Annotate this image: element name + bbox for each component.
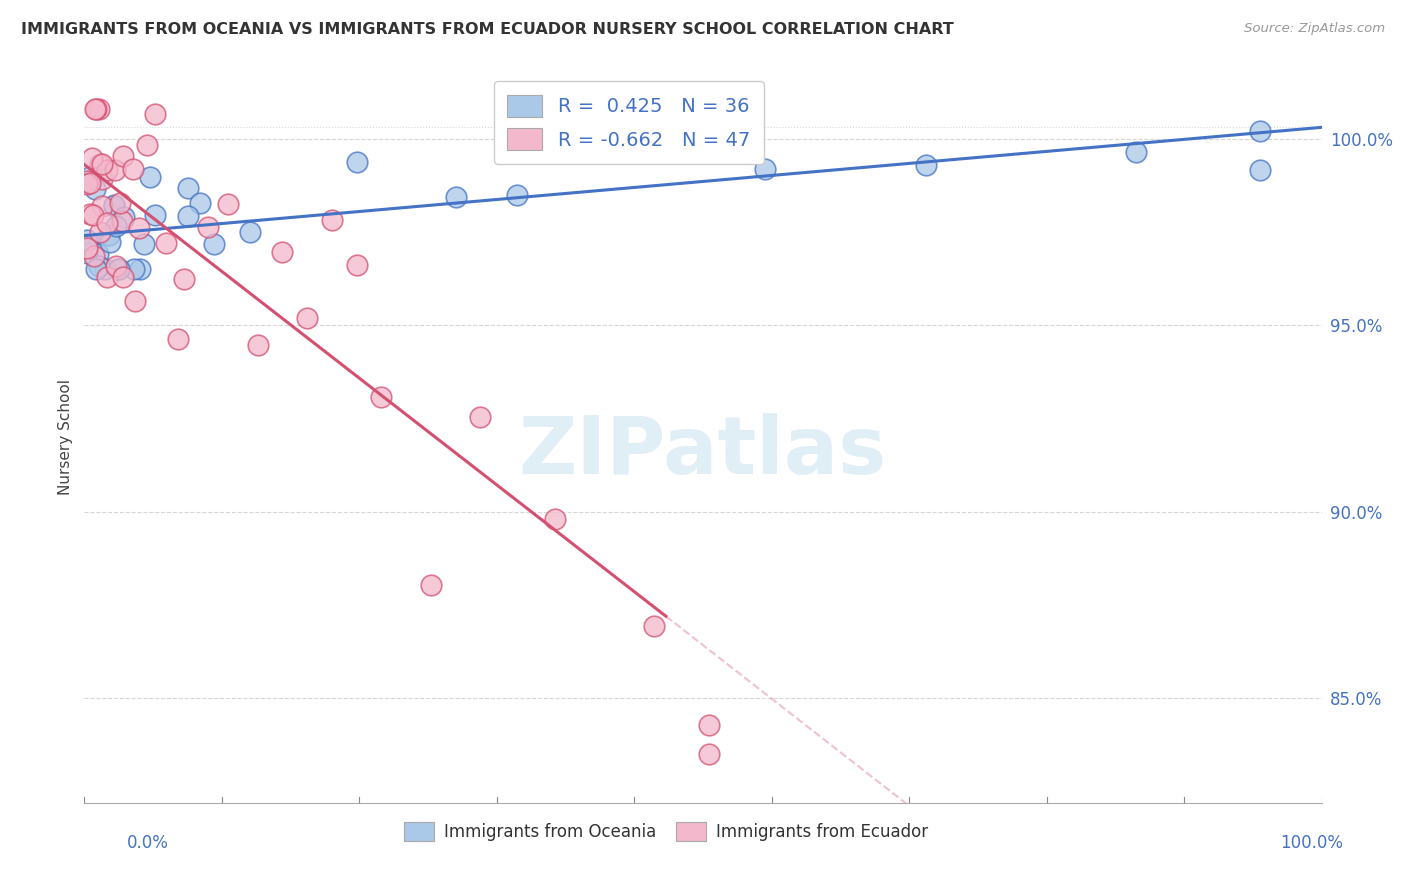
Point [136,138,159,153]
Point [105,219,128,233]
Point [76,173,98,187]
Text: ZIPatlas: ZIPatlas [519,413,887,491]
Point [914,158,936,172]
Point [1125,145,1147,159]
Point [543,512,565,526]
Point [108,195,131,210]
Point [96,269,118,284]
Point [107,262,129,277]
Point [239,225,262,239]
Text: Source: ZipAtlas.com: Source: ZipAtlas.com [1244,22,1385,36]
Point [202,236,225,251]
Point [98,227,121,242]
Point [79,169,101,184]
Point [143,106,166,120]
Point [134,237,156,252]
Point [346,154,368,169]
Point [643,619,665,633]
Point [506,188,529,202]
Point [80,151,103,165]
Point [111,149,134,163]
Point [188,196,211,211]
Point [76,241,98,255]
Point [121,162,143,177]
Point [295,310,318,325]
Point [100,235,122,249]
Point [128,221,150,235]
Point [82,209,104,223]
Point [91,199,114,213]
Point [94,262,117,277]
Point [84,102,107,116]
Point [107,262,129,277]
Point [79,206,101,220]
Point [96,216,118,230]
Point [197,219,219,234]
Point [83,181,105,195]
Point [444,190,467,204]
Point [129,261,152,276]
Point [87,259,110,273]
Point [754,162,776,177]
Point [104,162,127,177]
Point [112,211,135,225]
Text: 0.0%: 0.0% [127,834,169,852]
Point [79,176,101,190]
Point [167,332,190,346]
Point [697,718,720,732]
Point [470,409,492,424]
Point [76,238,98,252]
Point [91,171,114,186]
Point [124,294,146,309]
Point [217,197,239,211]
Point [111,214,134,228]
Point [177,181,200,195]
Point [83,249,105,263]
Point [155,236,177,251]
Point [76,233,98,247]
Point [87,102,110,116]
Text: 100.0%: 100.0% [1279,834,1343,852]
Point [84,262,107,277]
Point [122,262,145,277]
Point [177,210,200,224]
Point [96,163,118,178]
Point [105,259,128,273]
Legend: Immigrants from Oceania, Immigrants from Ecuador: Immigrants from Oceania, Immigrants from… [395,814,936,849]
Point [89,225,111,239]
Point [111,270,134,285]
Point [246,338,269,352]
Point [370,390,392,404]
Point [143,208,166,222]
Point [697,747,720,762]
Point [321,213,343,227]
Text: IMMIGRANTS FROM OCEANIA VS IMMIGRANTS FROM ECUADOR NURSERY SCHOOL CORRELATION CH: IMMIGRANTS FROM OCEANIA VS IMMIGRANTS FR… [21,22,953,37]
Point [89,157,111,171]
Point [173,272,195,286]
Point [103,198,125,212]
Point [1249,124,1271,138]
Point [1249,163,1271,178]
Point [76,177,98,191]
Point [419,578,441,592]
Point [346,258,368,272]
Y-axis label: Nursery School: Nursery School [58,379,73,495]
Point [76,245,98,260]
Point [84,102,107,116]
Point [139,169,162,184]
Point [271,245,294,260]
Point [103,198,125,212]
Point [87,247,110,261]
Point [76,239,98,253]
Point [91,157,114,171]
